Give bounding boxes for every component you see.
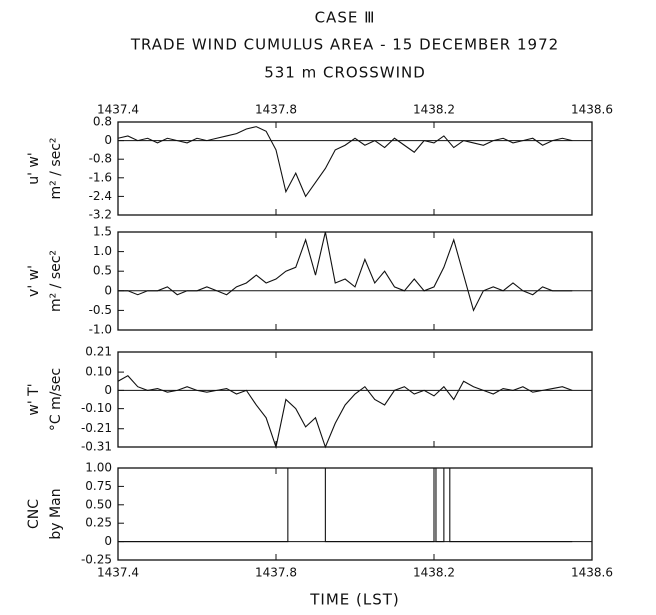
y-tick-label: 0 <box>104 133 112 147</box>
y-tick-label: 0.8 <box>93 115 112 129</box>
y-tick-label: -0.21 <box>81 421 112 435</box>
y-axis-label: °C m/sec <box>48 368 64 431</box>
y-tick-label: 0.10 <box>85 365 112 379</box>
y-tick-label: -0.10 <box>81 401 112 415</box>
y-tick-label: 0 <box>104 283 112 297</box>
y-tick-label: 1.0 <box>93 244 112 258</box>
x-tick-label: 1437.8 <box>255 566 297 580</box>
x-tick-label: 1437.4 <box>97 566 139 580</box>
y-axis-label: m² / sec² <box>48 250 64 312</box>
y-tick-label: 0.21 <box>85 345 112 359</box>
data-line <box>118 231 573 312</box>
y-tick-label: 0.5 <box>93 264 112 278</box>
y-tick-label: -1.0 <box>89 323 112 337</box>
y-axis-label: u' w' <box>26 152 42 184</box>
y-tick-label: 0 <box>104 383 112 397</box>
panel-frame <box>117 121 593 216</box>
y-tick-label: -0.5 <box>89 303 112 317</box>
x-tick-label: 1437.8 <box>255 103 297 117</box>
data-line <box>118 467 573 543</box>
y-tick-label: -2.4 <box>89 189 112 203</box>
y-tick-label: 0 <box>104 534 112 548</box>
title-line: CASE Ⅲ <box>315 9 376 27</box>
x-tick-label: 1438.2 <box>413 103 455 117</box>
panel-frame <box>117 351 593 448</box>
y-axis-label: v' w' <box>26 265 42 297</box>
panel-frame <box>117 467 593 561</box>
y-tick-label: 1.5 <box>93 225 112 239</box>
y-tick-label: -0.31 <box>81 440 112 454</box>
y-tick-label: 0.75 <box>85 479 112 493</box>
data-line <box>117 375 573 450</box>
y-tick-label: 1.00 <box>85 461 112 475</box>
y-tick-label: 0.25 <box>85 516 112 530</box>
x-tick-label: 1438.6 <box>571 566 613 580</box>
x-tick-label: 1437.4 <box>97 103 139 117</box>
y-tick-label: -3.2 <box>89 208 112 222</box>
data-line <box>117 126 573 198</box>
y-tick-label: -0.8 <box>89 152 112 166</box>
title-line: 531 m CROSSWIND <box>264 64 426 82</box>
y-axis-label: by Man <box>48 488 64 539</box>
y-axis-label: w' T' <box>26 383 42 415</box>
y-tick-label: -1.6 <box>89 170 112 184</box>
x-tick-label: 1438.6 <box>571 103 613 117</box>
y-tick-label: 0.50 <box>85 497 112 511</box>
x-axis-label: TIME (LST) <box>309 591 400 609</box>
y-axis-label: CNC <box>26 499 42 529</box>
panel-frame <box>117 231 593 331</box>
title-line: TRADE WIND CUMULUS AREA - 15 DECEMBER 19… <box>130 36 559 54</box>
y-tick-label: -0.25 <box>81 553 112 567</box>
x-tick-label: 1438.2 <box>413 566 455 580</box>
y-axis-label: m² / sec² <box>48 137 64 199</box>
